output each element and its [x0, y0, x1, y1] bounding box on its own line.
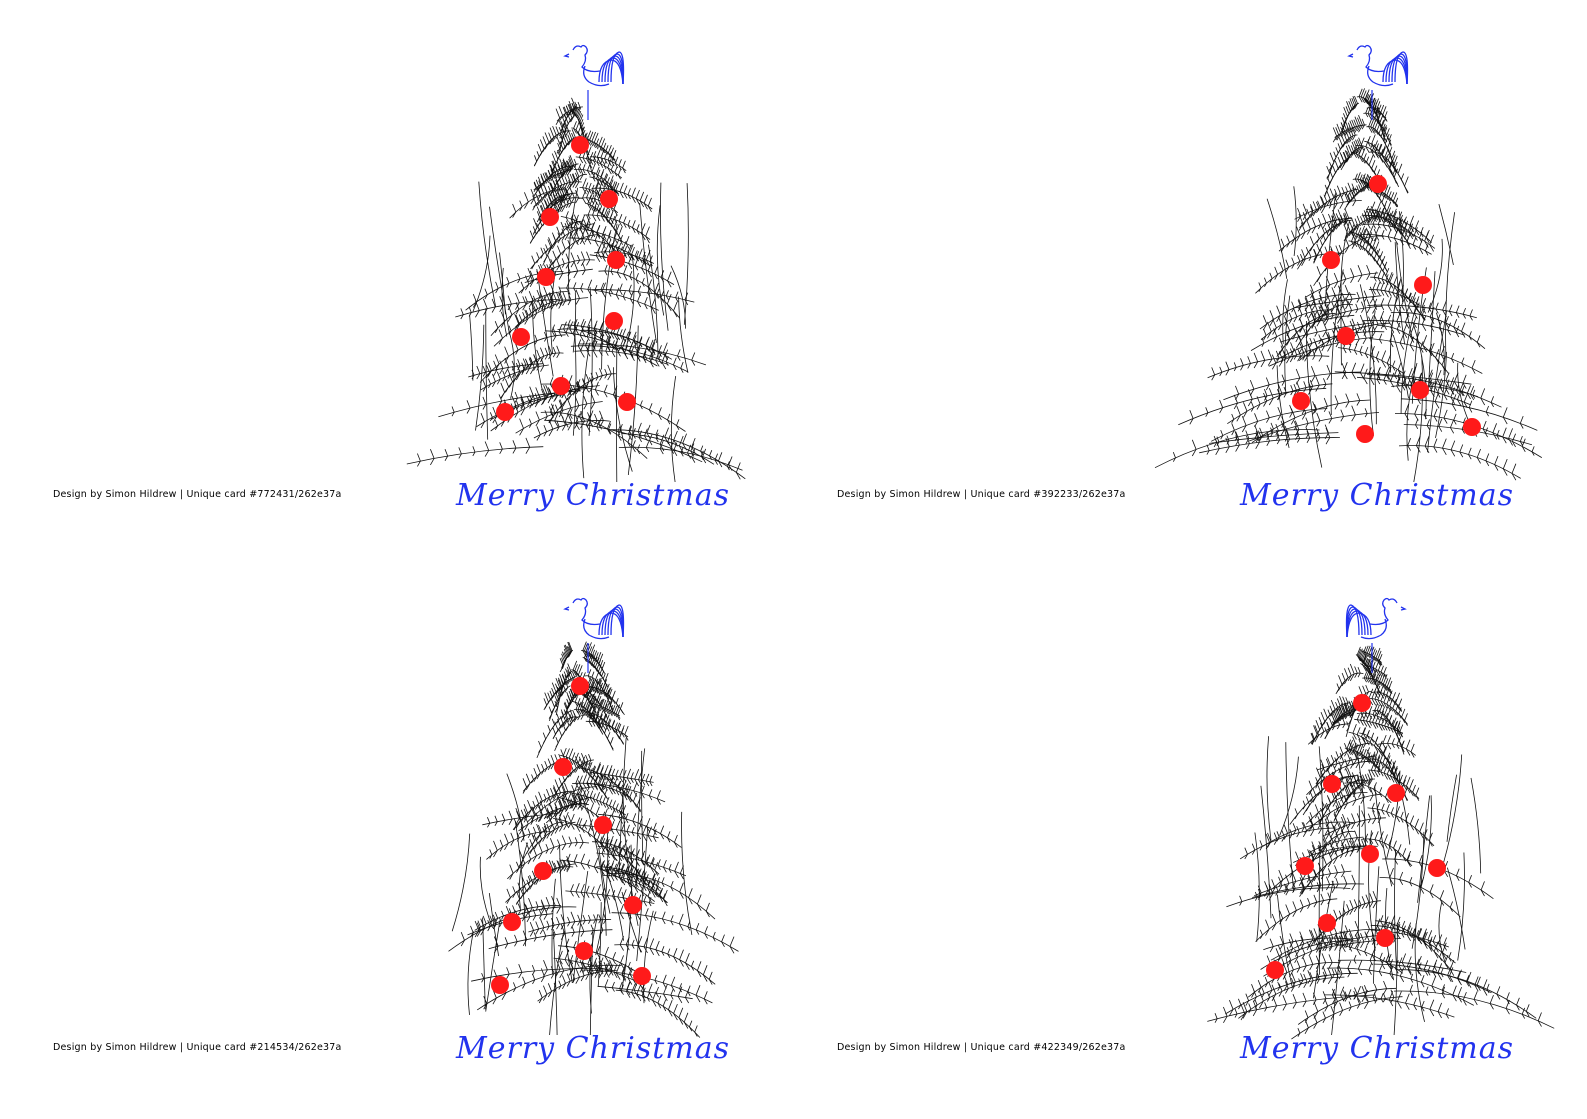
ornament-ball: [575, 942, 593, 960]
card-credit: Design by Simon Hildrew | Unique card #3…: [837, 489, 1126, 500]
ornament-ball: [491, 976, 509, 994]
ornament-ball: [1323, 775, 1341, 793]
ornament-ball: [1361, 845, 1379, 863]
ornaments: [1266, 694, 1446, 979]
ornament-ball: [503, 913, 521, 931]
ornament-ball: [600, 190, 618, 208]
rooster-icon: [563, 44, 625, 87]
ornament-ball: [496, 403, 514, 421]
card-4: Design by Simon Hildrew | Unique card #4…: [784, 553, 1568, 1101]
ornament-ball: [1296, 857, 1314, 875]
ornaments: [1292, 175, 1481, 443]
ornament-ball: [1322, 251, 1340, 269]
ornament-ball: [607, 251, 625, 269]
ornaments: [496, 136, 636, 421]
ornament-ball: [1376, 929, 1394, 947]
ornament-ball: [1387, 784, 1405, 802]
ornament-ball: [1414, 276, 1432, 294]
ornament-ball: [1411, 381, 1429, 399]
ornament-ball: [1337, 327, 1355, 345]
tree-branches: [406, 97, 746, 483]
ornament-ball: [624, 896, 642, 914]
card-3: Design by Simon Hildrew | Unique card #2…: [0, 553, 784, 1101]
ornaments: [491, 677, 651, 994]
merry-christmas-greeting: Merry Christmas: [456, 1031, 731, 1066]
ornament-ball: [554, 758, 572, 776]
card-credit: Design by Simon Hildrew | Unique card #2…: [53, 1042, 342, 1053]
ornament-ball: [552, 377, 570, 395]
ornament-ball: [571, 136, 589, 154]
card-2: Design by Simon Hildrew | Unique card #3…: [784, 0, 1568, 548]
ornament-ball: [1292, 392, 1310, 410]
christmas-tree-illustration: [406, 44, 746, 483]
rooster-icon: [1347, 44, 1409, 87]
rooster-icon: [563, 597, 625, 640]
christmas-tree-illustration: [448, 597, 739, 1038]
ornament-ball: [541, 208, 559, 226]
ornament-ball: [1369, 175, 1387, 193]
tree-branches: [1154, 88, 1543, 483]
ornament-ball: [1266, 961, 1284, 979]
ornament-ball: [537, 268, 555, 286]
merry-christmas-greeting: Merry Christmas: [1240, 478, 1515, 513]
ornament-ball: [1318, 914, 1336, 932]
ornament-ball: [594, 816, 612, 834]
card-credit: Design by Simon Hildrew | Unique card #4…: [837, 1042, 1126, 1053]
ornament-ball: [571, 677, 589, 695]
ornament-ball: [1428, 859, 1446, 877]
ornament-ball: [1356, 425, 1374, 443]
ornament-ball: [512, 328, 530, 346]
christmas-tree-illustration: [1154, 44, 1543, 483]
christmas-tree-illustration: [1207, 597, 1555, 1040]
card-1: Design by Simon Hildrew | Unique card #7…: [0, 0, 784, 548]
ornament-ball: [534, 862, 552, 880]
ornament-ball: [1353, 694, 1371, 712]
ornament-ball: [1463, 418, 1481, 436]
ornament-ball: [633, 967, 651, 985]
merry-christmas-greeting: Merry Christmas: [456, 478, 731, 513]
rooster-icon: [1345, 597, 1407, 640]
merry-christmas-greeting: Merry Christmas: [1240, 1031, 1515, 1066]
card-credit: Design by Simon Hildrew | Unique card #7…: [53, 489, 342, 500]
ornament-ball: [618, 393, 636, 411]
tree-branches: [1207, 645, 1555, 1040]
ornament-ball: [605, 312, 623, 330]
tree-branches: [448, 641, 739, 1038]
